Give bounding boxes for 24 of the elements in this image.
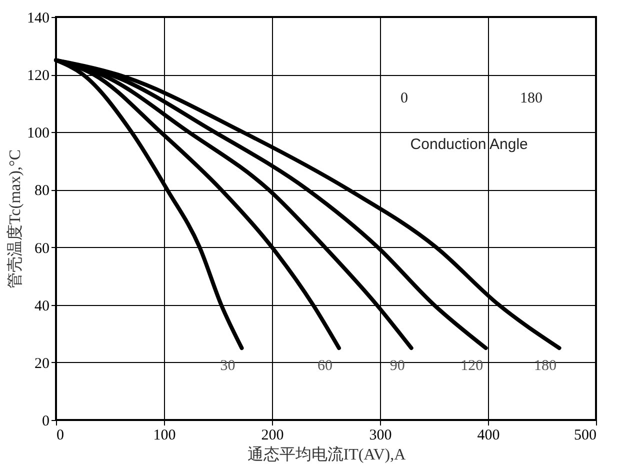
y-axis-title: 管壳温度Tc(max),°C — [6, 149, 24, 289]
x-tick-label: 100 — [153, 428, 176, 444]
series-label: 60 — [317, 358, 332, 374]
y-tick-label: 80 — [34, 183, 50, 200]
series-label: 90 — [390, 358, 405, 374]
x-tick-label: 200 — [261, 428, 284, 444]
annotation: 0 — [400, 90, 408, 107]
y-tick-label: 20 — [34, 356, 50, 372]
x-axis-title: 通态平均电流IT(AV),A — [247, 446, 406, 464]
x-tick-label: 0 — [56, 428, 64, 444]
series-label: 180 — [534, 358, 557, 374]
x-tick-label: 300 — [369, 428, 392, 444]
y-tick-label: 0 — [42, 414, 50, 430]
x-tick-label: 400 — [477, 428, 500, 444]
annotation: 180 — [520, 90, 542, 107]
y-tick-label: 60 — [34, 240, 50, 257]
y-tick-label: 100 — [27, 126, 50, 142]
series-label: 30 — [220, 358, 236, 374]
x-tick-label: 500 — [574, 428, 596, 444]
y-tick-label: 140 — [27, 10, 50, 26]
y-tick-label: 120 — [27, 68, 50, 84]
series-label: 120 — [460, 358, 484, 374]
annotation: Conduction Angle — [410, 136, 528, 153]
y-tick-label: 40 — [34, 298, 50, 314]
